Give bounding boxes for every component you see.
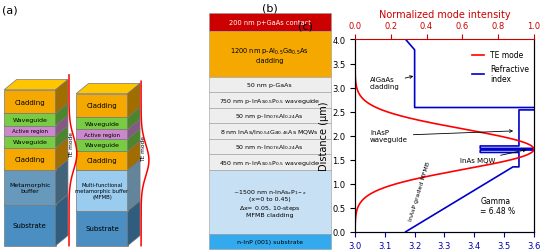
Bar — [209, 93, 331, 109]
Polygon shape — [4, 114, 56, 126]
Text: TE mode: TE mode — [69, 132, 74, 158]
Bar — [209, 155, 331, 170]
Polygon shape — [76, 108, 140, 118]
Polygon shape — [76, 84, 140, 94]
Polygon shape — [4, 126, 56, 136]
Text: 50 nm p-In$_{0.76}$Al$_{0.24}$As: 50 nm p-In$_{0.76}$Al$_{0.24}$As — [235, 112, 304, 121]
Text: InAsP
waveguide: InAsP waveguide — [370, 130, 512, 143]
Polygon shape — [56, 138, 68, 170]
Polygon shape — [76, 94, 128, 118]
Bar — [209, 170, 331, 234]
Polygon shape — [76, 130, 128, 139]
Text: Multi-functional
metamorphic buffer
(MFMB): Multi-functional metamorphic buffer (MFM… — [75, 182, 128, 199]
Polygon shape — [76, 201, 140, 211]
Text: InAs MQW: InAs MQW — [460, 149, 526, 164]
Y-axis label: Distance (μm): Distance (μm) — [319, 102, 329, 171]
Bar — [209, 139, 331, 155]
Polygon shape — [128, 120, 140, 139]
Polygon shape — [128, 84, 140, 118]
Text: ~1500 nm n-InAs$_x$P$_{1-x}$
(x=0 to 0.45)
$\Delta$x= 0.05, 10-steps
MFMB claddi: ~1500 nm n-InAs$_x$P$_{1-x}$ (x=0 to 0.4… — [233, 187, 307, 217]
Text: (a): (a) — [2, 5, 18, 15]
Polygon shape — [76, 160, 140, 170]
Polygon shape — [128, 129, 140, 151]
Bar — [209, 14, 331, 32]
Polygon shape — [4, 148, 56, 170]
Text: InAsP graded MFMB: InAsP graded MFMB — [409, 161, 431, 222]
Text: TE mode: TE mode — [141, 135, 146, 161]
Polygon shape — [128, 141, 140, 170]
Text: 1200 nm p-Al$_{0.5}$Ga$_{0.5}$As
cladding: 1200 nm p-Al$_{0.5}$Ga$_{0.5}$As claddin… — [230, 46, 309, 64]
Bar — [209, 109, 331, 124]
Text: Waveguide: Waveguide — [85, 143, 119, 148]
Text: Substrate: Substrate — [85, 225, 119, 231]
Text: Substrate: Substrate — [13, 222, 47, 228]
Polygon shape — [4, 90, 56, 114]
Text: 750 nm p-InAs$_{0.5}$P$_{0.5}$ waveguide: 750 nm p-InAs$_{0.5}$P$_{0.5}$ waveguide — [219, 96, 320, 105]
Polygon shape — [76, 170, 128, 211]
Polygon shape — [56, 80, 68, 114]
Text: 50 nm n-In$_{0.76}$Al$_{0.24}$As: 50 nm n-In$_{0.76}$Al$_{0.24}$As — [235, 143, 304, 151]
Text: 200 nm p+GaAs contact: 200 nm p+GaAs contact — [229, 20, 311, 26]
Text: (b): (b) — [262, 4, 278, 14]
Legend: TE mode, Refractive
index: TE mode, Refractive index — [469, 48, 532, 87]
Polygon shape — [76, 141, 140, 151]
Polygon shape — [76, 211, 128, 246]
Text: Waveguide: Waveguide — [12, 117, 47, 122]
Polygon shape — [76, 139, 128, 151]
Bar — [209, 234, 331, 249]
Text: (c): (c) — [298, 21, 313, 31]
Bar — [209, 124, 331, 139]
Polygon shape — [4, 126, 68, 136]
Polygon shape — [56, 160, 68, 205]
Text: Gamma
= 6.48 %: Gamma = 6.48 % — [480, 196, 515, 215]
Text: Cladding: Cladding — [87, 103, 117, 109]
Polygon shape — [4, 116, 68, 126]
Text: Active region: Active region — [12, 129, 48, 134]
Polygon shape — [4, 136, 56, 148]
Polygon shape — [56, 104, 68, 126]
Polygon shape — [76, 118, 128, 130]
Polygon shape — [4, 170, 56, 205]
Text: Cladding: Cladding — [15, 156, 45, 162]
Text: 450 nm n-InAs$_{0.5}$P$_{0.5}$ waveguide: 450 nm n-InAs$_{0.5}$P$_{0.5}$ waveguide — [219, 158, 320, 167]
Polygon shape — [128, 160, 140, 211]
Polygon shape — [128, 108, 140, 130]
Text: Cladding: Cladding — [87, 158, 117, 164]
Text: 8 nm InAs/In$_{0.54}$Ga$_{0.46}$As MQWs: 8 nm InAs/In$_{0.54}$Ga$_{0.46}$As MQWs — [220, 127, 319, 136]
Text: Waveguide: Waveguide — [85, 121, 119, 126]
Polygon shape — [56, 116, 68, 136]
Text: Metamorphic
buffer: Metamorphic buffer — [9, 182, 50, 193]
Text: Waveguide: Waveguide — [12, 140, 47, 145]
Bar — [209, 32, 331, 78]
Polygon shape — [4, 104, 68, 114]
X-axis label: Normalized mode intensity: Normalized mode intensity — [379, 10, 510, 19]
Polygon shape — [76, 120, 140, 130]
Text: AlGaAs
cladding: AlGaAs cladding — [370, 76, 412, 90]
Text: Cladding: Cladding — [15, 99, 45, 105]
Bar — [209, 78, 331, 93]
Polygon shape — [76, 129, 140, 139]
Polygon shape — [4, 138, 68, 148]
Polygon shape — [4, 80, 68, 90]
Polygon shape — [4, 205, 56, 246]
Polygon shape — [56, 195, 68, 246]
Polygon shape — [128, 201, 140, 246]
Text: n-InP (001) substrate: n-InP (001) substrate — [237, 239, 302, 244]
Text: Active region: Active region — [84, 132, 120, 137]
Polygon shape — [56, 126, 68, 148]
Polygon shape — [4, 160, 68, 170]
Polygon shape — [76, 151, 128, 170]
Polygon shape — [4, 195, 68, 205]
Text: 50 nm p-GaAs: 50 nm p-GaAs — [247, 83, 292, 88]
